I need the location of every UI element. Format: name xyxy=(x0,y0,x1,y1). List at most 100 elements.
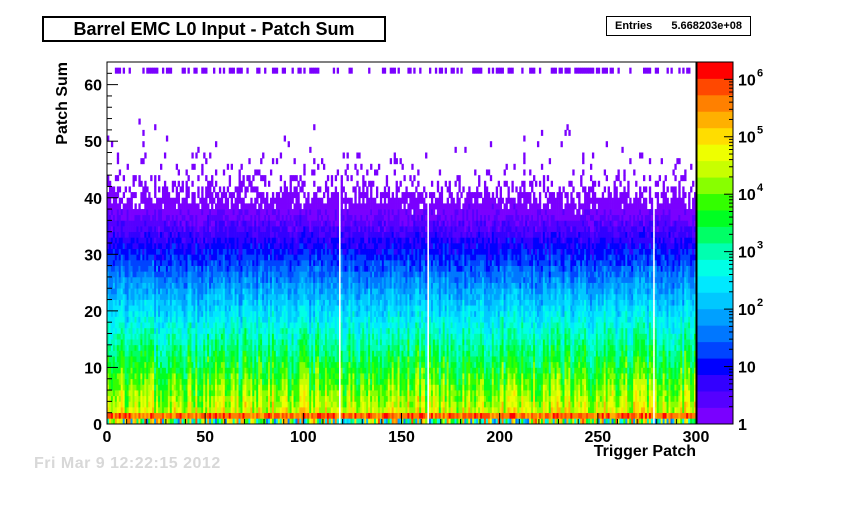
heatmap-cell xyxy=(169,412,173,419)
heatmap-cell xyxy=(336,339,340,346)
heatmap-cell xyxy=(334,327,338,334)
heatmap-cell xyxy=(189,395,192,402)
heatmap-cell xyxy=(156,322,159,329)
heatmap-cell xyxy=(128,310,131,317)
heatmap-cell xyxy=(132,259,135,266)
heatmap-cell xyxy=(307,322,310,329)
heatmap-cell xyxy=(321,248,324,255)
heatmap-cell xyxy=(226,248,230,255)
heatmap-cell xyxy=(140,288,143,295)
heatmap-cell xyxy=(167,288,171,295)
heatmap-cell xyxy=(207,407,210,414)
heatmap-cell xyxy=(328,271,332,278)
heatmap-cell xyxy=(336,67,340,74)
heatmap-cell xyxy=(238,197,241,204)
heatmap-cell xyxy=(336,231,340,238)
heatmap-cell xyxy=(209,418,212,425)
heatmap-cell xyxy=(191,203,194,210)
heatmap-cell xyxy=(211,378,214,385)
heatmap-cell xyxy=(307,299,310,306)
heatmap-cell xyxy=(250,373,253,380)
heatmap-cell xyxy=(148,293,151,300)
heatmap-cell xyxy=(273,373,277,380)
heatmap-cell xyxy=(177,401,180,408)
heatmap-cell xyxy=(122,293,126,300)
heatmap-cell xyxy=(232,378,235,385)
heatmap-cell xyxy=(321,243,324,250)
heatmap-cell xyxy=(218,282,222,289)
heatmap-cell xyxy=(303,418,306,425)
heatmap-cell xyxy=(328,327,332,334)
heatmap-cell xyxy=(321,356,324,363)
heatmap-cell xyxy=(167,203,171,210)
heatmap-cell xyxy=(262,293,265,300)
heatmap-cell xyxy=(134,271,137,278)
heatmap-cell xyxy=(324,271,328,278)
heatmap-cell xyxy=(220,344,224,351)
heatmap-cell xyxy=(118,248,122,255)
heatmap-cell xyxy=(307,209,310,216)
heatmap-cell xyxy=(232,226,235,233)
heatmap-cell xyxy=(224,282,228,289)
heatmap-cell xyxy=(317,412,320,419)
heatmap-cell xyxy=(140,158,143,165)
heatmap-cell xyxy=(291,248,294,255)
heatmap-cell xyxy=(324,226,328,233)
heatmap-cell xyxy=(309,310,312,317)
heatmap-cell xyxy=(173,248,177,255)
heatmap-cell xyxy=(220,407,224,414)
heatmap-cell xyxy=(222,276,226,283)
heatmap-cell xyxy=(132,282,135,289)
heatmap-cell xyxy=(303,305,306,312)
heatmap-cell xyxy=(246,339,249,346)
heatmap-cell xyxy=(177,276,180,283)
heatmap-cell xyxy=(175,373,179,380)
heatmap-cell xyxy=(207,373,210,380)
heatmap-cell xyxy=(214,350,218,357)
heatmap-cell xyxy=(191,316,194,323)
heatmap-cell xyxy=(222,350,226,357)
heatmap-cell xyxy=(313,67,316,74)
heatmap-cell xyxy=(303,407,306,414)
heatmap-cell xyxy=(236,231,239,238)
heatmap-cell xyxy=(132,192,135,199)
heatmap-cell xyxy=(260,175,263,182)
heatmap-cell xyxy=(209,254,212,261)
heatmap-cell xyxy=(271,197,275,204)
heatmap-cell xyxy=(110,226,114,233)
heatmap-cell xyxy=(171,390,175,397)
heatmap-cell xyxy=(277,305,281,312)
heatmap-cell xyxy=(326,175,330,182)
heatmap-cell xyxy=(334,276,338,283)
heatmap-cell xyxy=(126,395,129,402)
heatmap-cell xyxy=(218,276,222,283)
heatmap-cell xyxy=(289,390,292,397)
heatmap-cell xyxy=(258,220,261,227)
heatmap-cell xyxy=(118,395,122,402)
heatmap-cell xyxy=(303,401,306,408)
heatmap-cell xyxy=(283,197,287,204)
heatmap-cell xyxy=(332,407,336,414)
heatmap-cell xyxy=(250,203,253,210)
heatmap-cell xyxy=(185,356,188,363)
heatmap-cell xyxy=(201,248,204,255)
heatmap-cell xyxy=(167,220,171,227)
heatmap-cell xyxy=(167,395,171,402)
heatmap-cell xyxy=(279,231,283,238)
heatmap-cell xyxy=(193,327,196,334)
heatmap-cell xyxy=(228,356,232,363)
heatmap-cell xyxy=(328,373,332,380)
heatmap-cell xyxy=(250,350,253,357)
heatmap-cell xyxy=(271,209,275,216)
heatmap-cell xyxy=(266,384,269,391)
heatmap-cell xyxy=(236,288,239,295)
heatmap-cell xyxy=(258,401,261,408)
heatmap-cell xyxy=(181,305,184,312)
heatmap-cell xyxy=(216,378,220,385)
heatmap-cell xyxy=(232,254,235,261)
heatmap-cell xyxy=(271,344,275,351)
heatmap-cell xyxy=(152,395,155,402)
heatmap-cell xyxy=(209,248,212,255)
heatmap-cell xyxy=(238,361,241,368)
heatmap-cell xyxy=(246,186,249,193)
